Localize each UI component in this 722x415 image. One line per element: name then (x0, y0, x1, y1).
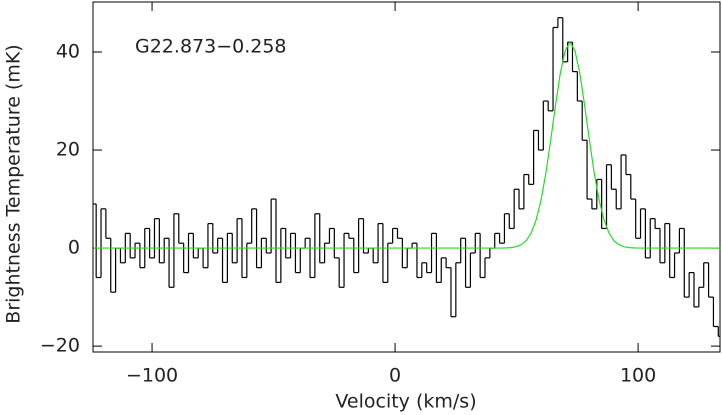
fit-curve (93, 41, 721, 249)
y-tick-label: −20 (40, 335, 80, 357)
plot-frame (92, 1, 721, 353)
x-axis-label: Velocity (km/s) (335, 391, 476, 413)
annotation: G22.873−0.258 (135, 36, 287, 58)
x-tick-label: 0 (389, 365, 401, 387)
x-tick-label: 100 (620, 365, 656, 387)
y-tick-label: 0 (68, 237, 80, 259)
y-tick-label: 40 (56, 41, 80, 63)
x-tick-label: −100 (126, 365, 178, 387)
y-axis-label: Brightness Temperature (mK) (3, 44, 25, 323)
y-tick-label: 20 (56, 139, 80, 161)
